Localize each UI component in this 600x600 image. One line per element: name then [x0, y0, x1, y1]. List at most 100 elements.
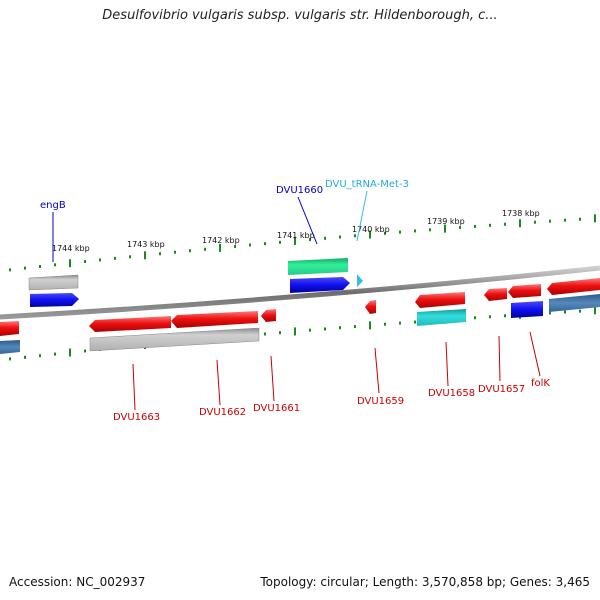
label-engB: engB — [40, 200, 66, 211]
scale-label-1739: 1739 kbp — [427, 217, 465, 226]
outer-tick — [489, 223, 491, 227]
outer-tick — [594, 214, 596, 223]
feature-DVU1660[interactable] — [290, 277, 350, 293]
scale-label-1738: 1738 kbp — [502, 209, 540, 218]
feature-DVU1657[interactable] — [484, 288, 507, 301]
outer-tick — [54, 263, 56, 267]
feature-DVU1661[interactable] — [261, 309, 276, 322]
inner-tick — [264, 332, 266, 336]
label-DVU1663: DVU1663 — [113, 412, 160, 423]
inner-tick-track — [9, 306, 596, 361]
inner-tick — [414, 320, 416, 324]
outer-tick — [579, 217, 581, 221]
outer-tick — [174, 250, 176, 254]
label-DVU_tRNA-Met-3: DVU_tRNA-Met-3 — [325, 179, 409, 190]
outer-tick — [39, 264, 41, 268]
outer-tick — [444, 224, 446, 233]
feature-DVU1659[interactable] — [365, 300, 376, 314]
outer-tick — [414, 229, 416, 233]
outer-tick-track — [9, 214, 596, 272]
outer-tick — [279, 240, 281, 244]
outer-tick — [369, 230, 371, 239]
scale-label-1742: 1742 kbp — [202, 236, 240, 245]
inner-tick — [9, 357, 11, 361]
outer-tick — [234, 244, 236, 248]
feature-DVU1663[interactable] — [89, 316, 171, 332]
outer-tick — [534, 220, 536, 224]
inner-tick — [369, 321, 371, 330]
scale-label-1744: 1744 kbp — [52, 244, 90, 253]
label-DVU1661: DVU1661 — [253, 403, 300, 414]
inner-tick — [549, 311, 551, 315]
label-DVU1657: DVU1657 — [478, 384, 525, 395]
feature-engB-gray[interactable] — [28, 274, 79, 291]
inner-tick — [294, 327, 296, 336]
inner-tick — [399, 321, 401, 325]
outer-tick — [339, 235, 341, 239]
outer-tick — [459, 226, 461, 230]
outer-tick — [189, 249, 191, 253]
inner-tick — [69, 348, 71, 357]
outer-tick — [309, 238, 311, 242]
outer-tick — [114, 256, 116, 260]
outer-tick — [324, 236, 326, 240]
outer-tick — [474, 224, 476, 228]
feature-rna-green[interactable] — [288, 258, 348, 275]
inner-tick — [309, 328, 311, 332]
feature-left-red[interactable] — [0, 321, 19, 336]
outer-tick — [294, 236, 296, 245]
outer-tick — [519, 219, 521, 228]
inner-tick — [39, 354, 41, 358]
inner-tick — [54, 352, 56, 356]
scale-label-1741: 1741 kbp — [277, 231, 315, 240]
label-DVU1658: DVU1658 — [428, 388, 475, 399]
scale-label-1743: 1743 kbp — [127, 240, 165, 249]
feature-right-steel[interactable] — [549, 294, 600, 312]
inner-tick — [24, 355, 26, 359]
outer-tick — [219, 243, 221, 252]
outer-tick — [24, 266, 26, 270]
leader-lines — [52, 190, 541, 411]
feature-rna-cyan[interactable] — [417, 309, 466, 326]
outer-tick — [354, 234, 356, 238]
inner-tick — [339, 326, 341, 330]
feature-trna-met-3[interactable] — [357, 274, 363, 287]
feature-engB[interactable] — [30, 293, 79, 307]
inner-tick — [384, 322, 386, 326]
inner-tick — [84, 349, 86, 353]
topology-summary: Topology: circular; Length: 3,570,858 bp… — [260, 575, 590, 589]
feature-DVU1658[interactable] — [415, 292, 465, 308]
outer-tick — [429, 228, 431, 232]
outer-tick — [549, 219, 551, 223]
outer-tick — [399, 230, 401, 234]
outer-tick — [249, 243, 251, 247]
feature-folK[interactable] — [511, 301, 543, 318]
inner-tick — [279, 331, 281, 335]
feature-DVU1663-gray[interactable] — [89, 327, 260, 352]
inner-tick — [579, 309, 581, 313]
label-DVU1662: DVU1662 — [199, 407, 246, 418]
feature-right-red[interactable] — [547, 278, 600, 295]
outer-tick — [69, 259, 71, 268]
feature-left-steel[interactable] — [0, 340, 20, 354]
outer-tick — [504, 222, 506, 226]
map-title: Desulfovibrio vulgaris subsp. vulgaris s… — [102, 8, 498, 23]
genome-backbone — [0, 265, 600, 320]
scale-label-1740: 1740 kbp — [352, 225, 390, 234]
feature-DVU1662[interactable] — [171, 311, 258, 328]
outer-tick — [9, 268, 11, 272]
feature-folK-red[interactable] — [508, 284, 541, 298]
outer-tick — [204, 247, 206, 251]
outer-tick — [129, 255, 131, 259]
inner-tick — [324, 327, 326, 331]
inner-tick — [594, 306, 596, 315]
label-folK: folK — [531, 378, 550, 389]
outer-tick — [384, 231, 386, 235]
inner-tick — [474, 316, 476, 320]
outer-tick — [144, 251, 146, 260]
inner-tick — [564, 310, 566, 314]
label-DVU1659: DVU1659 — [357, 396, 404, 407]
outer-tick — [159, 252, 161, 256]
outer-tick — [264, 242, 266, 246]
